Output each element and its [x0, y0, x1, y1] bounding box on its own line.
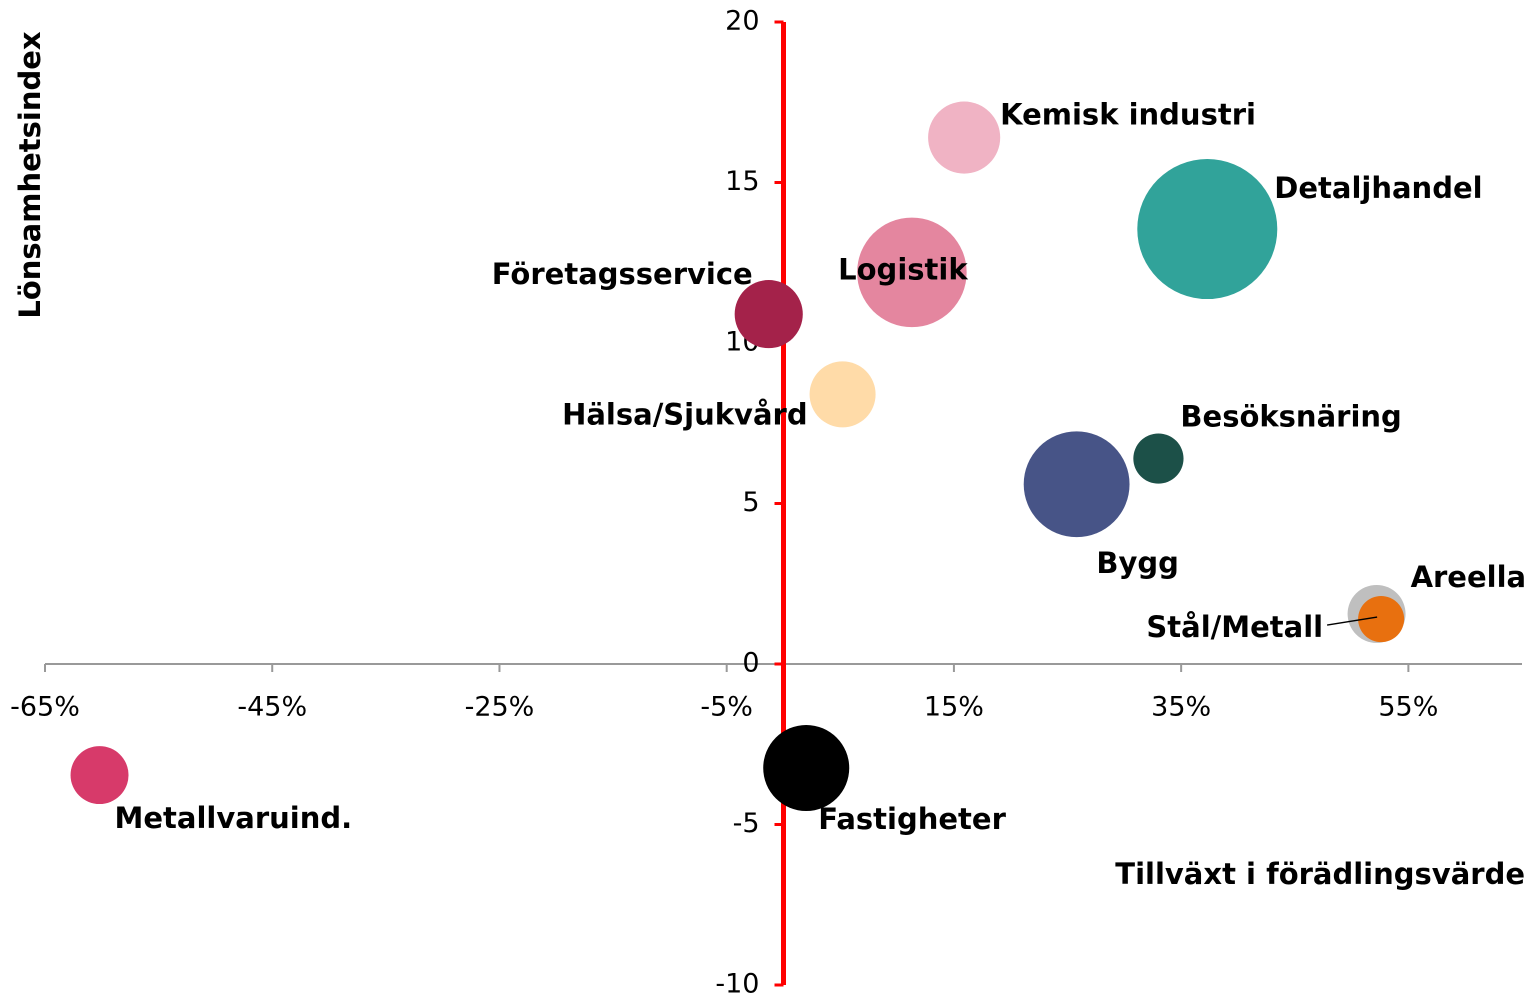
y-axis-title: Lönsamhetsindex — [13, 31, 47, 319]
x-axis-title: Tillväxt i förädlingsvärde — [1115, 857, 1525, 891]
bubble-label: Metallvaruind. — [115, 801, 353, 835]
bubble — [857, 217, 967, 328]
bubble-label: Detaljhandel — [1274, 171, 1482, 205]
bubble — [1137, 159, 1278, 300]
y-tick-label: -5 — [733, 808, 760, 839]
bubble — [809, 361, 876, 428]
bubble — [928, 101, 1001, 174]
x-tick-label: -45% — [237, 692, 307, 723]
bubble-label: Hälsa/Sjukvård — [562, 397, 808, 431]
y-tick-label: 0 — [742, 648, 759, 679]
bubble-label: Areella — [1411, 560, 1527, 594]
x-tick-label: -65% — [10, 692, 80, 723]
bubble-label: Företagsservice — [492, 257, 753, 291]
x-tick-label: 35% — [1151, 692, 1211, 723]
bubble — [1358, 596, 1405, 643]
x-tick-label: -5% — [700, 692, 753, 723]
bubble-label: Kemisk industri — [1000, 98, 1256, 132]
bubble — [734, 280, 803, 349]
bubble-label: Besöksnäring — [1180, 400, 1401, 434]
x-tick-label: 55% — [1378, 692, 1438, 723]
bubble-label: Stål/Metall — [1146, 610, 1323, 644]
y-tick-label: 15 — [725, 166, 759, 197]
x-tick-label: -25% — [465, 692, 535, 723]
y-tick-label: 5 — [742, 487, 759, 518]
bubble-label: Bygg — [1096, 546, 1179, 580]
bubble — [763, 724, 850, 812]
x-tick-label: 15% — [924, 692, 984, 723]
bubble — [1133, 433, 1184, 484]
bubble-label: Fastigheter — [818, 802, 1006, 836]
y-tick-label: -10 — [715, 969, 759, 1000]
bubble-label: Logistik — [838, 252, 968, 286]
leader-line — [1326, 616, 1378, 626]
bubble — [70, 746, 129, 805]
bubble — [1023, 431, 1130, 538]
y-tick-label: 20 — [725, 6, 759, 37]
